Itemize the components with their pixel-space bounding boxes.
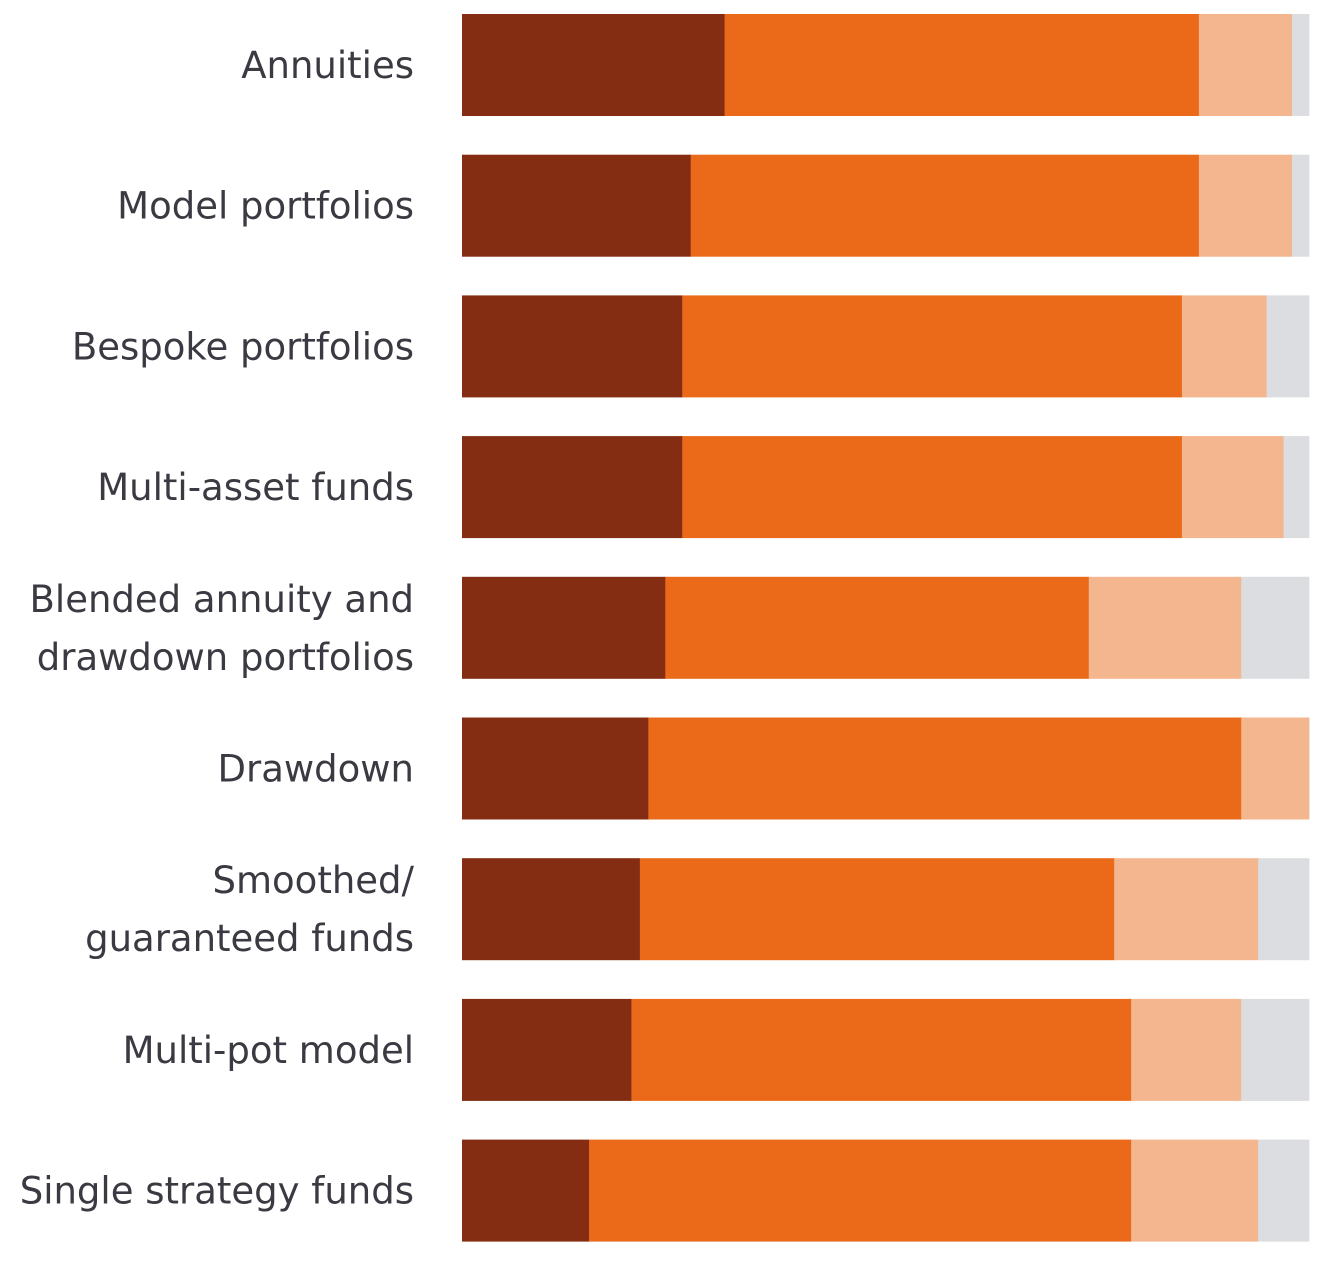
- bar-segment-2: [639, 858, 1115, 961]
- category-label: Multi-asset funds: [97, 466, 414, 509]
- bar-segment-4: [1283, 436, 1310, 539]
- category-label-line: drawdown portfolios: [37, 636, 414, 679]
- bar-segment-2: [631, 998, 1132, 1101]
- category-label: Annuities: [241, 44, 414, 87]
- bar-segment-3: [1131, 1139, 1259, 1242]
- category-labels: Annuities Model portfolios Bespoke portfol…: [20, 44, 415, 1213]
- bar-row: [462, 1139, 1310, 1242]
- category-label: Drawdown: [218, 748, 414, 791]
- category-label-line: Multi-pot model: [123, 1029, 414, 1072]
- bar-segment-3: [1198, 14, 1293, 116]
- category-label-line: Model portfolios: [117, 185, 414, 228]
- bar-segment-4: [1241, 576, 1310, 679]
- bar-row: [462, 717, 1310, 820]
- bar-segment-3: [1181, 295, 1268, 398]
- category-label: Bespoke portfolios: [72, 325, 414, 368]
- category-label-line: Bespoke portfolios: [72, 325, 414, 368]
- bar-segment-4: [1258, 858, 1310, 961]
- bar-segment-3: [1088, 576, 1242, 679]
- category-label-line: Drawdown: [218, 748, 414, 791]
- bar-segment-2: [682, 295, 1183, 398]
- category-label: Single strategy funds: [20, 1170, 414, 1213]
- bar-segment-4: [1292, 154, 1310, 257]
- bar-segment-1: [462, 436, 683, 539]
- bar-segment-1: [462, 717, 649, 820]
- bar-row: [462, 14, 1310, 116]
- bar-segment-3: [1241, 717, 1310, 820]
- category-label: Multi-pot model: [123, 1029, 414, 1072]
- bar-segment-3: [1181, 436, 1284, 539]
- category-label-line: guaranteed funds: [85, 917, 414, 960]
- category-label-line: Multi-asset funds: [97, 466, 414, 509]
- bar-segment-1: [462, 295, 683, 398]
- category-label: Blended annuity and drawdown portfolios: [30, 578, 414, 679]
- bar-row: [462, 295, 1310, 398]
- bar-row: [462, 576, 1310, 679]
- bar-segment-2: [690, 154, 1200, 257]
- bar-segment-2: [648, 717, 1242, 820]
- bars: [462, 14, 1310, 1242]
- bar-row: [462, 998, 1310, 1101]
- bar-segment-1: [462, 1139, 590, 1242]
- bar-segment-4: [1292, 14, 1310, 116]
- bar-segment-1: [462, 154, 692, 257]
- bar-segment-1: [462, 858, 641, 961]
- bar-segment-3: [1198, 154, 1293, 257]
- category-label-line: Annuities: [241, 44, 414, 87]
- bar-row: [462, 154, 1310, 257]
- bar-segment-2: [682, 436, 1183, 539]
- bar-segment-1: [462, 576, 666, 679]
- bar-segment-2: [665, 576, 1090, 679]
- bar-segment-4: [1241, 998, 1310, 1101]
- bar-segment-3: [1131, 998, 1242, 1101]
- bar-segment-4: [1266, 295, 1310, 398]
- bar-row: [462, 858, 1310, 961]
- bar-segment-3: [1114, 858, 1259, 961]
- bar-row: [462, 436, 1310, 539]
- bar-segment-1: [462, 14, 725, 116]
- bar-segment-4: [1258, 1139, 1310, 1242]
- category-label-line: Smoothed/: [213, 859, 415, 902]
- category-label: Model portfolios: [117, 185, 414, 228]
- bar-segment-2: [589, 1139, 1132, 1242]
- bar-segment-1: [462, 998, 632, 1101]
- bar-segment-2: [724, 14, 1200, 116]
- category-label-line: Blended annuity and: [30, 578, 414, 621]
- category-label: Smoothed/guaranteed funds: [85, 859, 414, 960]
- category-label-line: Single strategy funds: [20, 1170, 414, 1213]
